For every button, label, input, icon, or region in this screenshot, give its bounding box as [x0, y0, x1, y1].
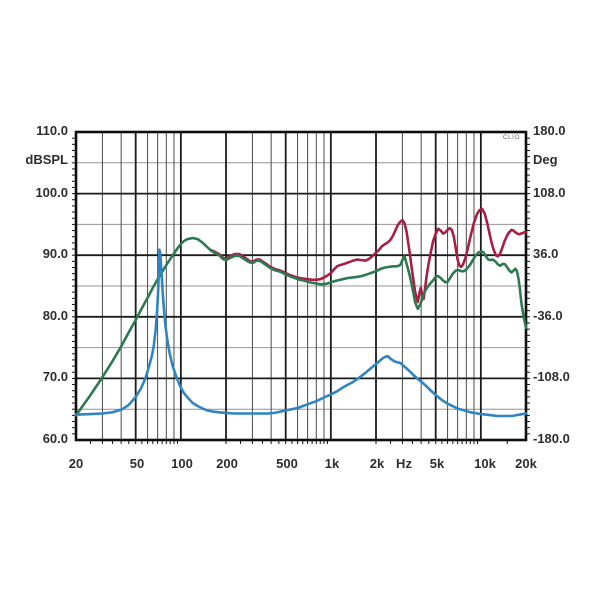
y-left-tick-label: 90.0: [42, 246, 68, 261]
x-tick-label: 500: [276, 456, 298, 471]
y-left-tick-label: 110.0: [36, 123, 68, 138]
x-tick-label: 5k: [429, 456, 445, 471]
x-axis-unit: Hz: [396, 456, 412, 471]
clio-watermark: CLIO: [502, 134, 520, 141]
y-right-tick-label: -36.0: [533, 308, 563, 323]
x-tick-label: 10k: [474, 456, 496, 471]
y-right-tick-label: 108.0: [533, 185, 566, 200]
y-left-tick-label: 70.0: [42, 369, 68, 384]
y-right-tick-label: -180.0: [533, 431, 570, 446]
y-right-tick-label: -108.0: [533, 369, 570, 384]
y-left-axis-unit: dBSPL: [25, 152, 68, 167]
y-left-tick-label: 80.0: [42, 308, 68, 323]
y-left-tick-label: 60.0: [42, 431, 68, 446]
y-right-tick-label: 180.0: [533, 123, 566, 138]
x-tick-label: 1k: [324, 456, 340, 471]
y-right-axis-unit: Deg: [533, 152, 558, 167]
x-tick-label: 100: [171, 456, 193, 471]
x-tick-label: 20: [68, 456, 84, 471]
x-tick-label: 20k: [515, 456, 537, 471]
y-right-tick-label: 36.0: [533, 246, 559, 261]
plot-border: [74, 130, 528, 442]
curve-blue-curve: [74, 248, 528, 418]
x-tick-label: 50: [129, 456, 145, 471]
x-tick-label: 2k: [369, 456, 385, 471]
response-green-curve: [74, 236, 528, 417]
x-tick-label: 200: [216, 456, 238, 471]
y-left-tick-label: 100.0: [35, 185, 68, 200]
